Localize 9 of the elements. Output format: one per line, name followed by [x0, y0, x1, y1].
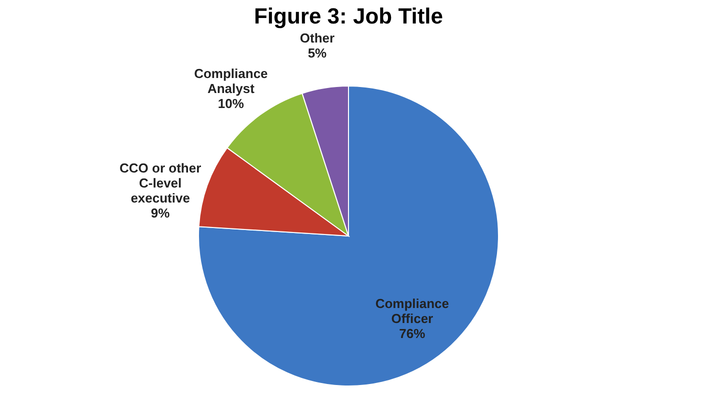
slice-label: CCO or other C-level executive — [120, 160, 202, 206]
chart-title: Figure 3: Job Title — [254, 3, 444, 28]
data-label: 9% — [150, 205, 170, 220]
data-label: 76% — [399, 326, 426, 341]
slice-label: Compliance Officer — [375, 296, 450, 326]
slice-label: Other — [300, 30, 335, 46]
data-label: 10% — [218, 96, 244, 112]
data-label: 5% — [308, 45, 328, 60]
slice-label: Compliance Analyst — [194, 66, 268, 96]
